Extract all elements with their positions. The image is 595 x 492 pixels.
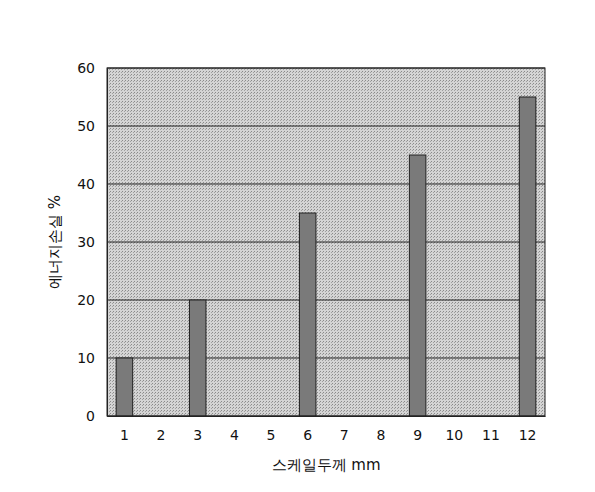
- x-tick-label: 11: [482, 427, 500, 443]
- plot-frame: [107, 68, 545, 416]
- y-tick-label: 20: [77, 292, 95, 308]
- x-tick-label: 6: [303, 427, 312, 443]
- y-tick: 0: [86, 408, 107, 424]
- x-tick: 1: [120, 416, 129, 443]
- x-tick-label: 7: [340, 427, 349, 443]
- x-tick-label: 10: [445, 427, 463, 443]
- y-tick: 40: [77, 176, 107, 192]
- x-tick: 10: [445, 416, 463, 443]
- y-tick-label: 40: [77, 176, 95, 192]
- y-tick: 50: [77, 118, 107, 134]
- x-tick: 4: [230, 416, 239, 443]
- x-tick: 2: [157, 416, 166, 443]
- y-tick-label: 0: [86, 408, 95, 424]
- grid: [107, 68, 545, 416]
- x-axis-line: [108, 416, 546, 417]
- x-axis-title: 스케일두께 mm: [272, 456, 381, 474]
- y-tick: 30: [77, 234, 107, 250]
- bar: [519, 97, 535, 416]
- x-tick-label: 3: [193, 427, 202, 443]
- grid-line: [107, 300, 545, 301]
- y-axis-title: 에너지손실 %: [46, 195, 64, 289]
- y-axis: 0 10 20 30 40 50 60: [77, 60, 107, 424]
- x-tick: 3: [193, 416, 202, 443]
- y-axis-line: [107, 69, 108, 417]
- grid-line: [107, 242, 545, 243]
- x-tick-label: 12: [519, 427, 537, 443]
- x-tick: 12: [519, 416, 537, 443]
- grid-line: [107, 184, 545, 185]
- x-tick: 7: [340, 416, 349, 443]
- y-tick-label: 30: [77, 234, 95, 250]
- x-tick: 9: [413, 416, 422, 443]
- x-tick: 11: [482, 416, 500, 443]
- y-tick-label: 60: [77, 60, 95, 76]
- bars: [116, 97, 536, 416]
- x-tick-label: 9: [413, 427, 422, 443]
- grid-line: [107, 358, 545, 359]
- y-tick: 20: [77, 292, 107, 308]
- y-tick: 60: [77, 60, 107, 76]
- x-tick-label: 1: [120, 427, 129, 443]
- x-tick-label: 2: [157, 427, 166, 443]
- x-tick-label: 5: [267, 427, 276, 443]
- x-axis: 123456789101112: [108, 416, 546, 443]
- bar: [189, 300, 205, 416]
- bar: [299, 213, 315, 416]
- y-tick: 10: [77, 350, 107, 366]
- x-tick-label: 4: [230, 427, 239, 443]
- bar: [116, 358, 132, 416]
- plot: 0102030405060123456789101112: [77, 60, 545, 443]
- plot-background: [107, 68, 545, 416]
- grid-line: [107, 126, 545, 127]
- chart: 0102030405060123456789101112스케일두께 mm에너지손…: [0, 0, 595, 492]
- x-tick: 8: [377, 416, 386, 443]
- x-tick: 6: [303, 416, 312, 443]
- y-tick-label: 50: [77, 118, 95, 134]
- x-tick-label: 8: [377, 427, 386, 443]
- y-tick-label: 10: [77, 350, 95, 366]
- bar: [409, 155, 425, 416]
- x-tick: 5: [267, 416, 276, 443]
